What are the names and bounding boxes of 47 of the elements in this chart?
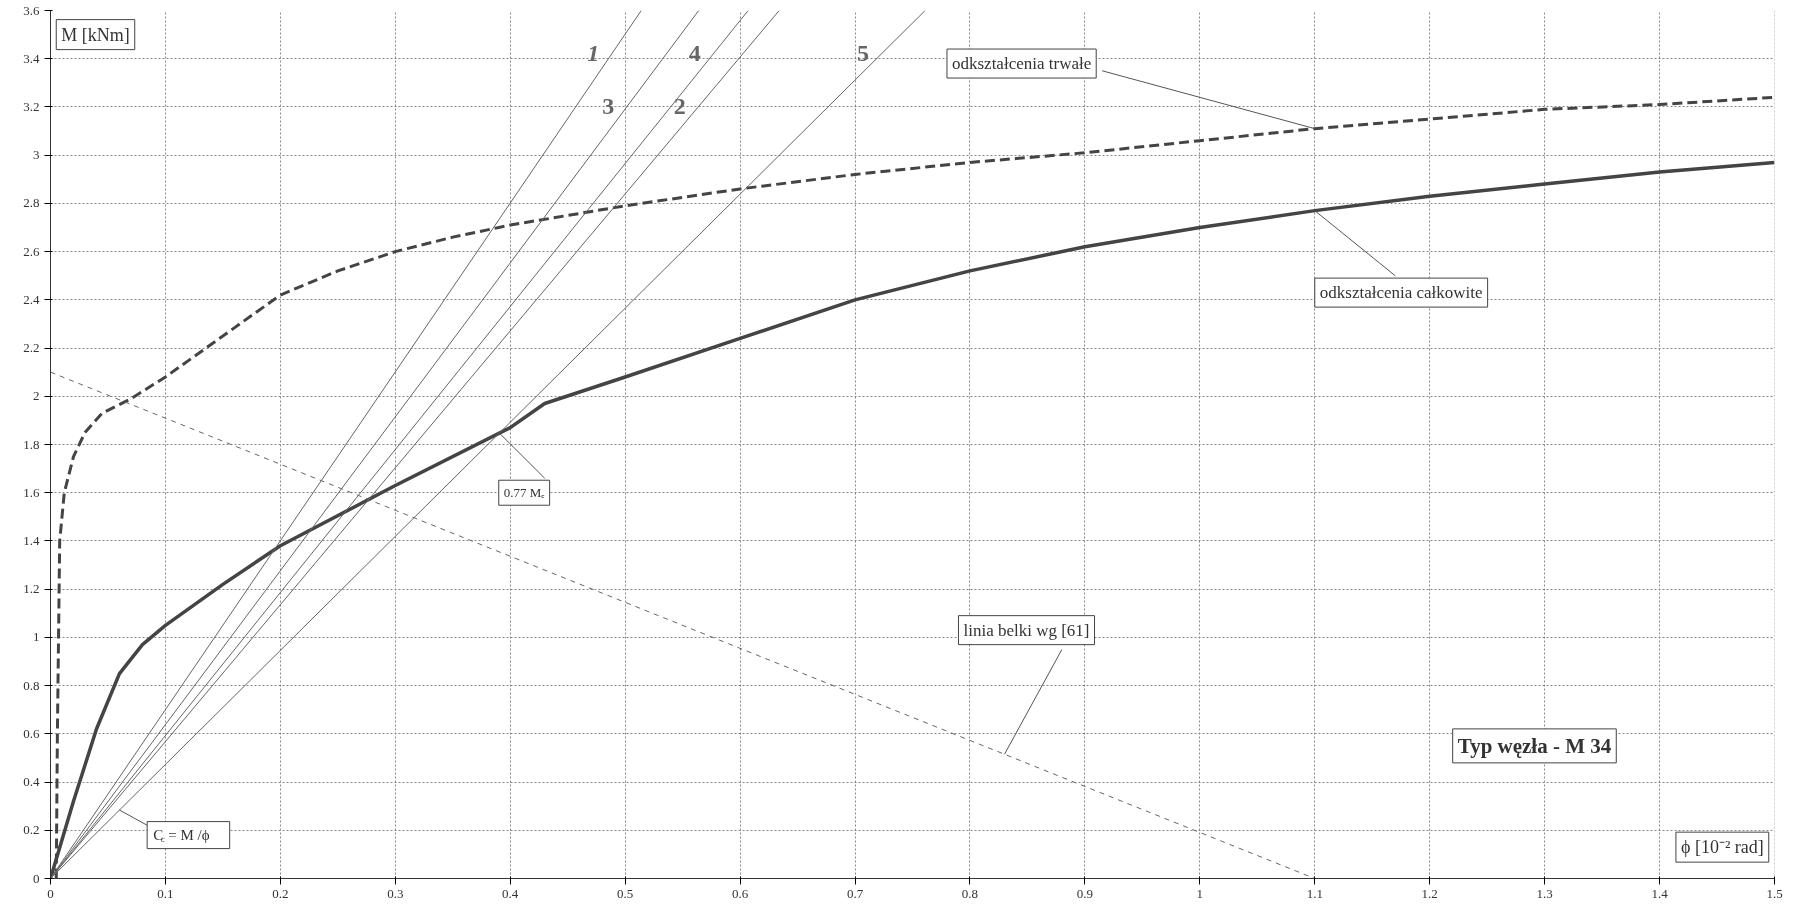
x-tick-label: 0.8 [961,885,979,901]
x-tick-label: 0.1 [157,885,174,901]
x-tick-label: 0.5 [617,885,634,901]
x-tick-label: 1.1 [1306,885,1323,901]
y-tick-label: 0.4 [23,774,40,790]
y-tick-label: 0.2 [23,822,40,838]
y-tick-label: 1.6 [23,484,40,500]
y-tick-label: 3.2 [23,98,40,114]
series-label: 1 [587,40,600,67]
x-tick-label: 1.5 [1766,885,1783,901]
x-tick-label: 1.4 [1651,885,1669,901]
y-tick-label: 3.6 [23,2,40,18]
annotation: 0.77 Mₑ [503,485,546,501]
annotation: linia belki wg [61] [963,620,1090,640]
series-label: 2 [673,93,686,120]
x-tick-label: 1 [1196,885,1204,901]
y-tick-label: 0.6 [23,725,40,741]
y-tick-label: 2.8 [23,195,40,211]
y-tick-label: 1.4 [23,532,40,548]
x-axis-title: ϕ [10⁻² rad] [1680,837,1764,858]
x-tick-label: 0.3 [387,885,404,901]
series-label: 3 [602,93,615,120]
y-tick-label: 2.2 [23,340,40,356]
x-tick-label: 0.4 [502,885,519,901]
y-tick-label: 1 [33,629,40,645]
y-tick-label: 3 [33,147,40,163]
y-axis-title: M [kNm] [61,24,130,45]
series-label: 5 [857,40,870,67]
y-tick-label: 0.8 [23,677,40,693]
x-tick-label: 1.2 [1421,885,1438,901]
y-tick-label: 0 [33,870,40,886]
y-tick-label: 1.8 [23,436,40,452]
x-tick-label: 0.7 [846,885,864,901]
annotation: odkształcenia całkowite [1319,283,1483,303]
x-tick-label: 0.6 [731,885,749,901]
x-tick-label: 0.9 [1076,885,1094,901]
y-tick-label: 3.4 [23,50,40,66]
x-tick-label: 0 [47,885,54,901]
annotation: Typ węzła - M 34 [1457,733,1612,758]
x-tick-label: 1.3 [1536,885,1553,901]
y-tick-label: 2 [33,388,40,404]
y-tick-label: 1.2 [23,581,40,597]
series-label: 4 [688,40,701,67]
y-tick-label: 2.6 [23,243,40,259]
y-tick-label: 2.4 [23,291,40,307]
annotation: odkształcenia trwałe [951,54,1092,74]
x-tick-label: 0.2 [272,885,289,901]
